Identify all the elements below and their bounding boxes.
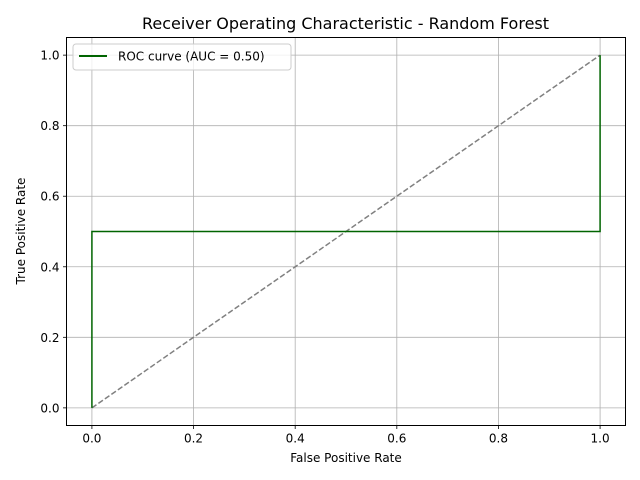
y-tick-label: 0.0 [40,401,59,415]
y-axis-label: True Positive Rate [14,178,28,286]
chart-title: Receiver Operating Characteristic - Rand… [142,14,549,33]
x-tick-label: 1.0 [591,432,610,446]
y-tick-label: 0.4 [40,260,59,274]
x-tick-label: 0.6 [387,432,406,446]
y-tick-label: 1.0 [40,49,59,63]
legend: ROC curve (AUC = 0.50) [72,43,292,71]
x-tick-label: 0.2 [184,432,203,446]
x-tick-label: 0.0 [82,432,101,446]
y-tick-label: 0.8 [40,119,59,133]
y-ticks: 0.0 0.2 0.4 0.6 0.8 1.0 [40,49,67,415]
x-axis-label: False Positive Rate [290,451,402,465]
x-tick-label: 0.8 [489,432,508,446]
roc-curve-line [91,55,601,408]
series-group [91,55,601,408]
y-tick-label: 0.6 [40,190,59,204]
x-ticks: 0.0 0.2 0.4 0.6 0.8 1.0 [82,425,610,446]
y-tick-label: 0.2 [40,331,59,345]
x-tick-label: 0.4 [286,432,305,446]
legend-entry: ROC curve (AUC = 0.50) [118,50,265,64]
plot-frame [66,37,626,426]
legend-box [72,43,292,71]
